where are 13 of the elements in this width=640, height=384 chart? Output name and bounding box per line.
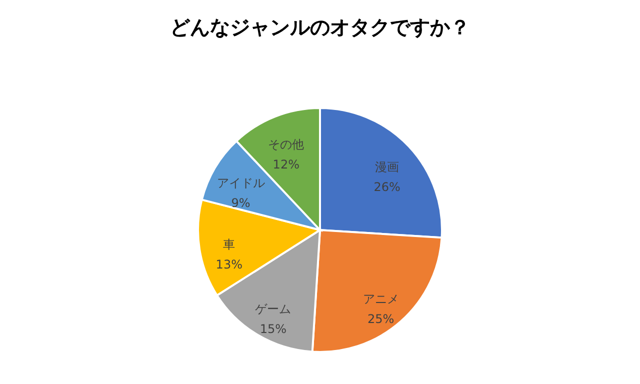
slice-label: アニメ [362, 292, 399, 306]
data-label: 25% [368, 312, 394, 326]
slice-label: その他 [268, 137, 304, 152]
data-label: 13% [216, 257, 242, 272]
chart-title: どんなジャンルのオタクですか？ [170, 15, 470, 39]
data-label: 12% [272, 157, 300, 172]
data-label: 15% [260, 322, 287, 336]
data-label: 26% [374, 180, 400, 194]
data-label: 9% [231, 196, 250, 210]
slice-label: 漫画 [375, 160, 400, 174]
slice-label: ゲーム [255, 302, 292, 316]
slice-label: 車 [223, 237, 236, 252]
slice-label: アイドル [216, 176, 265, 190]
